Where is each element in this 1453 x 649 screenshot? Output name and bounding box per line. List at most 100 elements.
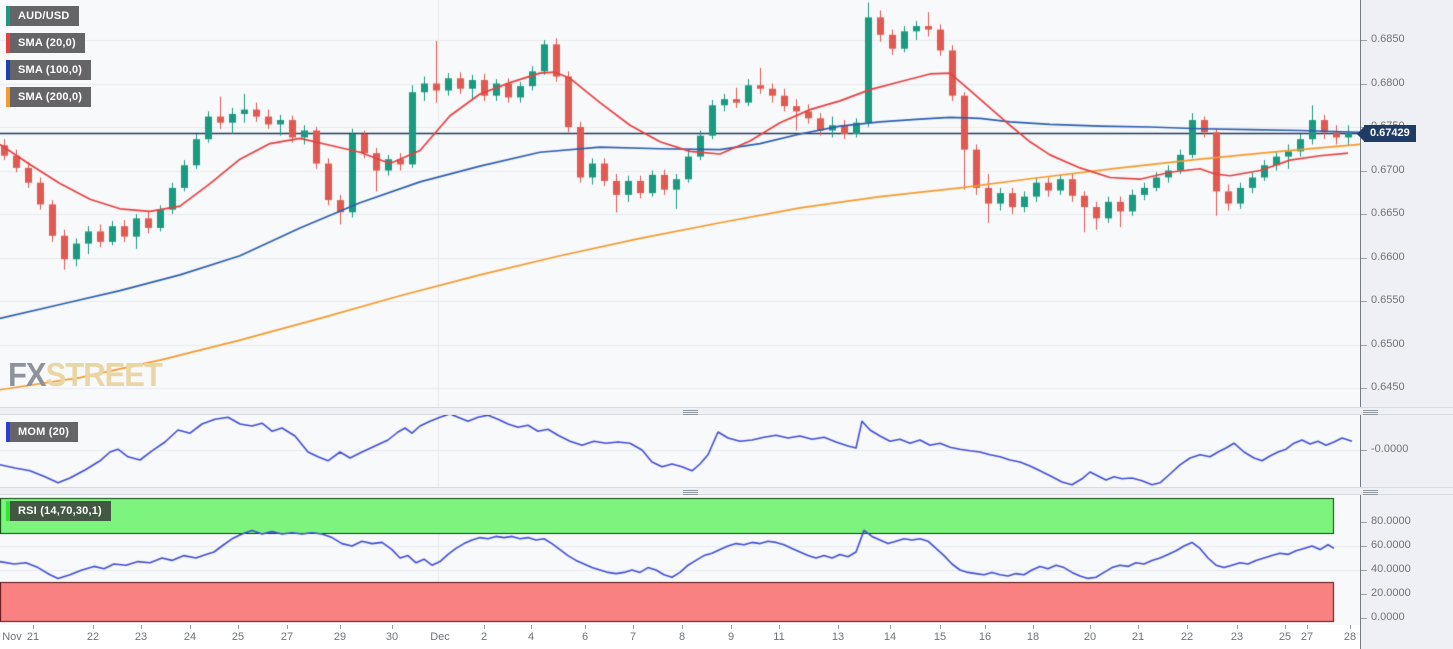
sma100-label: SMA (100,0) — [18, 64, 83, 76]
time-tick-mark — [190, 625, 191, 629]
splitter-grip-icon[interactable] — [1363, 409, 1378, 415]
splitter-grip-icon[interactable] — [1363, 489, 1378, 495]
legend-chip-sma20[interactable]: SMA (20,0) — [6, 33, 85, 53]
splitter-grip-icon[interactable] — [683, 409, 698, 415]
time-tick-mark — [940, 625, 941, 629]
time-tick-label: 29 — [333, 631, 347, 643]
time-tick-mark — [779, 625, 780, 629]
legend-chip-sma200[interactable]: SMA (200,0) — [6, 87, 92, 107]
rsi-label: RSI (14,70,30,1) — [18, 505, 102, 517]
time-tick-label: 28 — [1343, 631, 1357, 643]
legend-chip-sma100[interactable]: SMA (100,0) — [6, 60, 92, 80]
time-tick-label: 13 — [831, 631, 845, 643]
sma20-label: SMA (20,0) — [18, 37, 76, 49]
time-tick-mark — [1187, 625, 1188, 629]
mom-label: MOM (20) — [18, 426, 70, 438]
time-tick-label: 27 — [280, 631, 294, 643]
time-tick-label: 24 — [183, 631, 197, 643]
time-tick-label: 18 — [1026, 631, 1040, 643]
time-tick-label: 27 — [1300, 631, 1314, 643]
price-axis[interactable]: 0.67429 0.68500.68000.67500.67000.66500.… — [1360, 0, 1453, 649]
legend-chip-mom[interactable]: MOM (20) — [6, 422, 79, 442]
legend-chip-rsi[interactable]: RSI (14,70,30,1) — [6, 501, 111, 521]
watermark-fx: FX — [8, 356, 47, 394]
watermark-street: STREET — [45, 356, 163, 394]
axis-tick-label: 0.6550 — [1361, 294, 1405, 307]
time-tick-mark — [1285, 625, 1286, 629]
time-tick-label: 22 — [1180, 631, 1194, 643]
time-tick-label: 22 — [86, 631, 100, 643]
rsi-panel-canvas[interactable] — [0, 495, 1360, 625]
time-tick-mark — [890, 625, 891, 629]
time-tick-mark — [531, 625, 532, 629]
time-tick-label: 16 — [978, 631, 992, 643]
time-tick-mark — [1090, 625, 1091, 629]
time-tick-label: 30 — [385, 631, 399, 643]
time-tick-mark — [238, 625, 239, 629]
time-tick-label: 8 — [678, 631, 686, 643]
time-tick-mark — [633, 625, 634, 629]
sma200-color-bar — [6, 87, 10, 107]
time-tick-label: 2 — [480, 631, 488, 643]
axis-tick-label: 20.0000 — [1361, 587, 1411, 599]
axis-tick-label: 0.6500 — [1361, 337, 1405, 350]
axis-tick-label: 40.0000 — [1361, 563, 1411, 575]
time-tick-label: 20 — [1083, 631, 1097, 643]
time-tick-mark — [838, 625, 839, 629]
mom-color-bar — [6, 422, 10, 442]
time-tick-mark — [585, 625, 586, 629]
rsi-color-bar — [6, 501, 10, 521]
time-tick-label: Nov — [2, 631, 22, 643]
time-tick-mark — [392, 625, 393, 629]
instrument-color-bar — [6, 6, 10, 26]
time-axis[interactable]: Nov 21 22 23 24 25 27 29 30 Dec 2 4 6 7 8 9 11 13 14 15 16 18… — [0, 625, 1360, 649]
sma200-label: SMA (200,0) — [18, 91, 83, 103]
axis-tick-label: 0.6600 — [1361, 250, 1405, 263]
axis-tick-label: 0.6450 — [1361, 381, 1405, 394]
time-tick-mark — [141, 625, 142, 629]
time-tick-label: 11 — [773, 631, 785, 643]
time-tick-label: 7 — [629, 631, 637, 643]
time-tick-label: 9 — [727, 631, 735, 643]
axis-tick-label: 0.6650 — [1361, 207, 1405, 220]
time-tick-mark — [93, 625, 94, 629]
splitter-grip-icon[interactable] — [683, 489, 698, 495]
time-tick-mark — [731, 625, 732, 629]
legend-chip-instrument[interactable]: AUD/USD — [6, 6, 79, 26]
time-tick-label: 21 — [26, 631, 40, 643]
time-tick-mark — [1237, 625, 1238, 629]
axis-tick-label: 0.6850 — [1361, 33, 1405, 46]
time-tick-mark — [1350, 625, 1351, 629]
time-tick-label: 25 — [1278, 631, 1292, 643]
time-tick-label: 6 — [581, 631, 589, 643]
momentum-panel-canvas[interactable] — [0, 415, 1360, 487]
axis-tick-label: 0.6700 — [1361, 163, 1405, 176]
axis-tick-label: 60.0000 — [1361, 539, 1411, 551]
panel-splitter-1[interactable] — [0, 407, 1453, 415]
time-tick-mark — [1033, 625, 1034, 629]
time-tick-mark — [682, 625, 683, 629]
fxstreet-watermark: FXSTREET — [8, 356, 163, 395]
time-tick-mark — [1307, 625, 1308, 629]
time-tick-label: 4 — [527, 631, 535, 643]
axis-tick-label: -0.0000 — [1360, 443, 1409, 455]
axis-tick-label: 0.0000 — [1361, 611, 1405, 623]
time-tick-mark — [33, 625, 34, 629]
time-tick-mark — [1138, 625, 1139, 629]
time-tick-label: 25 — [231, 631, 245, 643]
time-tick-mark — [287, 625, 288, 629]
axis-tick-label: 80.0000 — [1361, 515, 1411, 527]
time-tick-mark — [985, 625, 986, 629]
time-tick-label: 21 — [1131, 631, 1145, 643]
panel-splitter-2[interactable] — [0, 487, 1453, 495]
sma100-color-bar — [6, 60, 10, 80]
price-panel-canvas[interactable] — [0, 0, 1360, 407]
axis-tick-label: 0.6800 — [1361, 76, 1405, 89]
time-tick-mark — [484, 625, 485, 629]
time-tick-label: 23 — [1230, 631, 1244, 643]
current-price-badge: 0.67429 — [1364, 125, 1416, 143]
time-tick-mark — [340, 625, 341, 629]
time-tick-label: 15 — [933, 631, 947, 643]
time-tick-label: 14 — [883, 631, 897, 643]
